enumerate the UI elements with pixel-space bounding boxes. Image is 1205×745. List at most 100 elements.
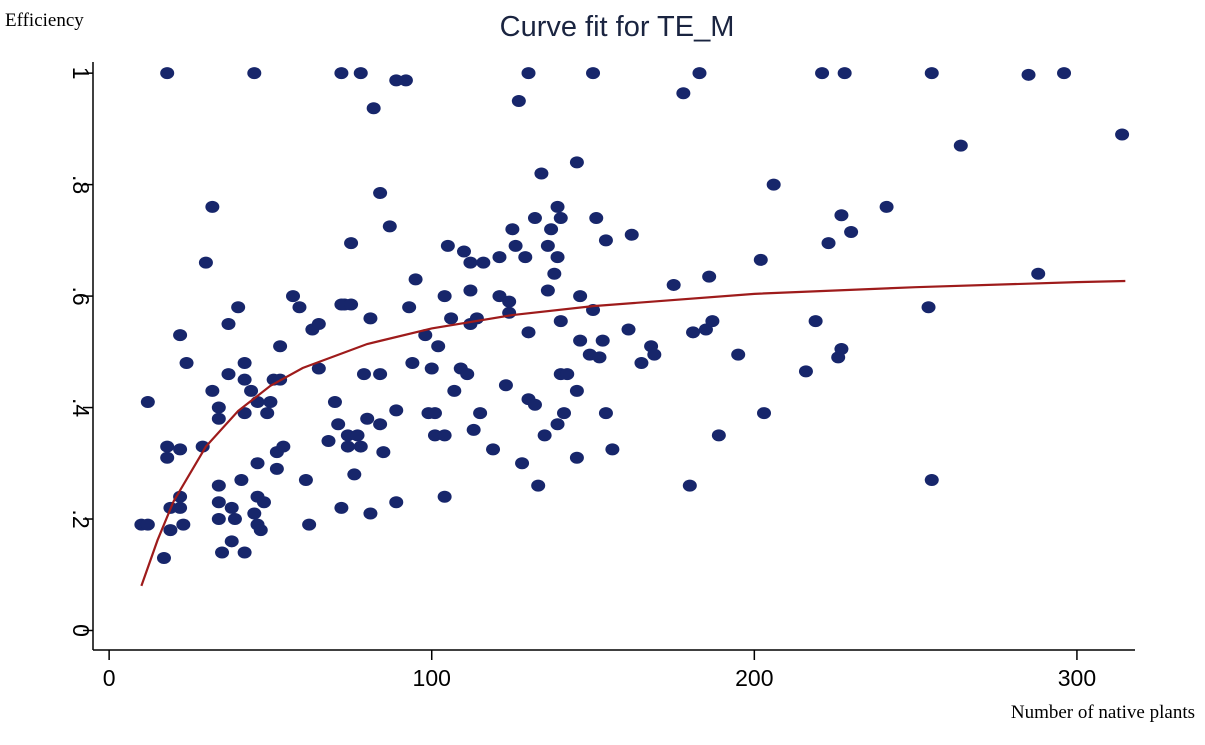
point — [179, 356, 194, 369]
point — [589, 212, 604, 225]
x-axis-label: Number of native plants — [1011, 702, 1195, 723]
point — [237, 356, 252, 369]
point — [508, 239, 523, 252]
point — [705, 315, 720, 328]
point — [815, 67, 830, 80]
point — [808, 315, 823, 328]
point — [373, 186, 388, 199]
point — [456, 245, 471, 258]
point — [344, 298, 359, 311]
point — [340, 429, 355, 442]
point — [647, 348, 662, 361]
point — [466, 423, 481, 436]
point — [766, 178, 781, 191]
point — [505, 223, 520, 236]
point — [624, 228, 639, 241]
point — [140, 395, 155, 408]
y-tick-label: .2 — [68, 509, 94, 528]
point — [460, 368, 475, 381]
point — [347, 468, 362, 481]
point — [879, 200, 894, 213]
point — [215, 546, 230, 559]
point — [389, 496, 404, 509]
point — [292, 301, 307, 314]
point — [444, 312, 459, 325]
point — [953, 139, 968, 152]
point — [389, 74, 404, 87]
point — [247, 67, 262, 80]
point — [731, 348, 746, 361]
point — [569, 384, 584, 397]
y-axis-label: Efficiency — [5, 10, 84, 31]
point — [666, 278, 681, 291]
point — [924, 474, 939, 487]
point — [569, 156, 584, 169]
point — [540, 284, 555, 297]
y-tick-label: .8 — [68, 175, 94, 194]
point — [753, 253, 768, 266]
point — [844, 225, 859, 238]
point — [1031, 267, 1046, 280]
point — [924, 67, 939, 80]
point — [544, 223, 559, 236]
point — [269, 462, 284, 475]
point — [195, 440, 210, 453]
fit-curve — [140, 279, 1126, 587]
point — [334, 67, 349, 80]
point — [595, 334, 610, 347]
point — [569, 451, 584, 464]
point — [498, 379, 513, 392]
point — [834, 209, 849, 222]
point — [253, 524, 268, 537]
point — [473, 407, 488, 420]
point — [598, 234, 613, 247]
point — [331, 418, 346, 431]
point — [244, 384, 259, 397]
point — [250, 395, 265, 408]
point — [550, 418, 565, 431]
point — [556, 407, 571, 420]
point — [198, 256, 213, 269]
point — [486, 443, 501, 456]
point — [511, 95, 526, 108]
point — [250, 457, 265, 470]
point — [427, 429, 442, 442]
point — [550, 200, 565, 213]
point — [156, 552, 171, 565]
point — [176, 518, 191, 531]
point — [224, 501, 239, 514]
point — [373, 368, 388, 381]
point — [237, 373, 252, 386]
point — [834, 343, 849, 356]
point — [431, 340, 446, 353]
point — [273, 340, 288, 353]
point — [173, 329, 188, 342]
point — [547, 267, 562, 280]
point — [521, 67, 536, 80]
point — [682, 479, 697, 492]
point — [373, 418, 388, 431]
point — [327, 395, 342, 408]
point — [356, 368, 371, 381]
point — [550, 251, 565, 264]
point — [353, 440, 368, 453]
point — [540, 239, 555, 252]
x-tick-label: 200 — [735, 665, 773, 691]
point — [463, 284, 478, 297]
point — [263, 395, 278, 408]
point — [211, 401, 226, 414]
point — [221, 317, 236, 330]
point — [237, 546, 252, 559]
point — [205, 200, 220, 213]
point — [237, 407, 252, 420]
point — [298, 474, 313, 487]
point — [424, 362, 439, 375]
point — [286, 290, 301, 303]
point — [405, 356, 420, 369]
point — [518, 251, 533, 264]
point — [553, 315, 568, 328]
y-tick-label: 1 — [68, 67, 94, 80]
point — [527, 212, 542, 225]
y-tick-label: 0 — [68, 624, 94, 637]
